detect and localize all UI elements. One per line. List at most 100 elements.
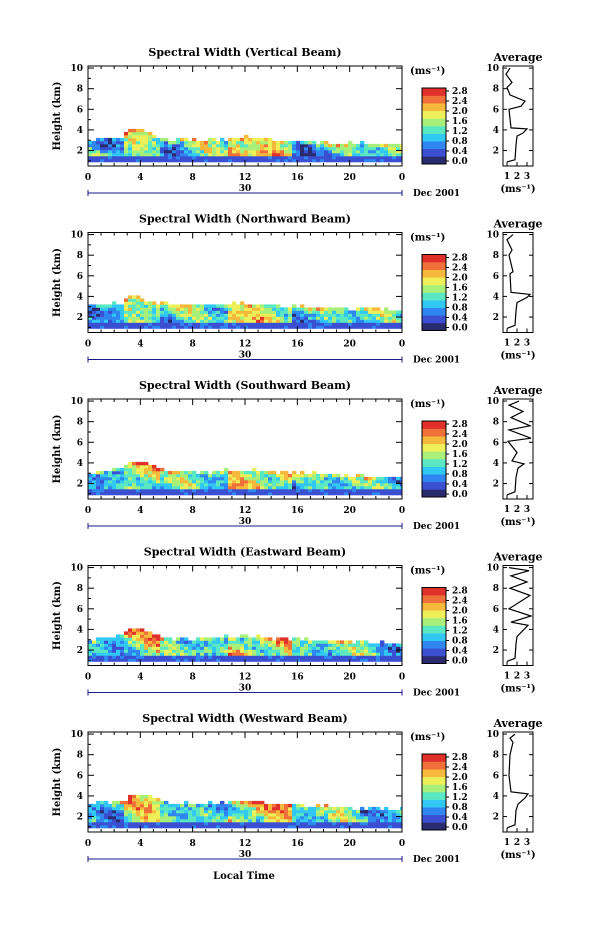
heatmap-cell	[140, 809, 145, 814]
heatmap-cell	[88, 322, 93, 326]
heatmap-cell	[216, 824, 221, 829]
heatmap-cell	[268, 146, 273, 151]
colorbar-tick-label: 1.2	[452, 460, 468, 470]
heatmap-cell	[116, 812, 121, 817]
heatmap-cell	[272, 643, 277, 647]
x-tick-label: 20	[343, 173, 356, 183]
heatmap-cell	[204, 143, 209, 148]
heatmap-cell	[212, 485, 217, 490]
heatmap-cell	[304, 313, 309, 317]
heatmap-cell	[224, 637, 229, 641]
heatmap-cell	[268, 479, 273, 484]
heatmap-cell	[312, 313, 317, 317]
heatmap-cell	[228, 640, 233, 644]
x-tick-label: 4	[137, 839, 143, 849]
heatmap-cell	[244, 488, 249, 493]
heatmap-cell	[264, 310, 269, 314]
heatmap-cell	[212, 158, 217, 163]
heatmap-cell	[400, 643, 402, 647]
heatmap-cell	[260, 152, 265, 157]
heatmap-cell	[184, 643, 189, 647]
heatmap-cell	[244, 803, 249, 808]
heatmap-cell	[196, 140, 201, 145]
heatmap-cell	[136, 158, 141, 163]
heatmap-cell	[124, 818, 129, 823]
heatmap-cell	[220, 640, 225, 644]
heatmap-cell	[396, 809, 401, 814]
heatmap-cell	[248, 488, 253, 493]
heatmap-cell	[280, 479, 285, 484]
heatmap-cell	[324, 140, 329, 145]
heatmap-cell	[256, 313, 261, 317]
heatmap-cell	[188, 473, 193, 478]
heatmap-cell	[360, 310, 365, 314]
heatmap-cell	[124, 482, 129, 487]
heatmap-cell	[344, 655, 349, 659]
heatmap-cell	[100, 146, 105, 151]
heatmap-cell	[288, 485, 293, 490]
heatmap-cell	[212, 155, 217, 160]
heatmap-cell	[176, 325, 181, 329]
heatmap-cell	[284, 473, 289, 478]
heatmap-cell	[316, 325, 321, 329]
heatmap-cell	[164, 488, 169, 493]
heatmap-cell	[348, 140, 353, 145]
heatmap-cell	[260, 806, 265, 811]
heatmap-cell	[116, 809, 121, 814]
average-profile-line	[506, 400, 533, 496]
heatmap-cell	[156, 643, 161, 647]
heatmap-cell	[400, 146, 402, 151]
heatmap-cell	[352, 310, 357, 314]
heatmap-cell	[360, 313, 365, 317]
heatmap-cell	[176, 476, 181, 481]
heatmap-cell	[164, 658, 169, 662]
heatmap-cell	[308, 316, 313, 320]
heatmap-cell	[228, 473, 233, 478]
heatmap-cell	[144, 812, 149, 817]
heatmap-cell	[192, 658, 197, 662]
heatmap-cell	[132, 298, 137, 302]
heatmap-cell	[152, 815, 157, 820]
heatmap-cell	[296, 821, 301, 826]
heatmap-cell	[260, 643, 265, 647]
heatmap-cell	[88, 304, 93, 308]
heatmap-cell	[144, 649, 149, 653]
heatmap-cell	[92, 818, 97, 823]
heatmap-cell	[296, 479, 301, 484]
heatmap-cell	[196, 482, 201, 487]
heatmap-cell	[128, 634, 133, 638]
heatmap-cell	[324, 479, 329, 484]
heatmap-cell	[392, 821, 397, 826]
heatmap-cell	[88, 640, 93, 644]
y-tick-label: 10	[70, 730, 83, 740]
heatmap-cell	[376, 476, 381, 481]
x-tick-label: 20	[343, 839, 356, 849]
heatmap-cell	[120, 152, 125, 157]
heatmap-cell	[172, 322, 177, 326]
heatmap-cell	[164, 491, 169, 496]
colorbar-tick-label: 1.2	[452, 627, 468, 637]
heatmap-cell	[252, 646, 257, 650]
heatmap-cell	[300, 488, 305, 493]
heatmap-cell	[300, 643, 305, 647]
heatmap-cell	[284, 803, 289, 808]
heatmap-cell	[224, 640, 229, 644]
heatmap-cell	[244, 649, 249, 653]
heatmap-cell	[324, 812, 329, 817]
heatmap-cell	[136, 655, 141, 659]
heatmap-cell	[240, 146, 245, 151]
heatmap-cell	[120, 485, 125, 490]
heatmap-cell	[288, 307, 293, 311]
x-tick-label: 12	[239, 340, 252, 350]
heatmap-cell	[196, 488, 201, 493]
heatmap-cell	[384, 652, 389, 656]
heatmap-cell	[144, 640, 149, 644]
heatmap-cell	[360, 325, 365, 329]
heatmap-cell	[276, 643, 281, 647]
heatmap-cell	[376, 310, 381, 314]
heatmap-cell	[204, 152, 209, 157]
heatmap-cell	[168, 806, 173, 811]
heatmap-cell	[248, 643, 253, 647]
heatmap-cell	[160, 316, 165, 320]
average-y-tick-label: 4	[493, 292, 499, 302]
